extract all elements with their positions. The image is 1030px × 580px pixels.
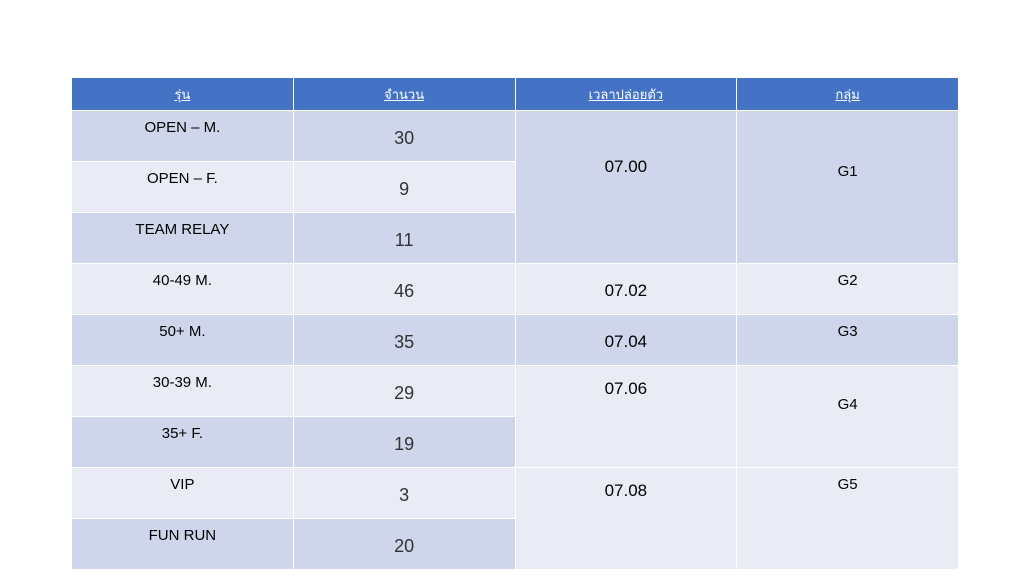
table-row: 50+ M. 35 07.04 G3 bbox=[71, 314, 959, 366]
group-cell: G5 bbox=[736, 467, 959, 570]
table-row: 40-49 M. 46 07.02 G2 bbox=[71, 263, 959, 315]
table-row: 30-39 M. 29 07.06 G4 bbox=[71, 365, 959, 468]
table-row: 35+ F. 19 bbox=[71, 416, 959, 468]
category-cell: 30-39 M. bbox=[71, 365, 294, 417]
start-schedule-table: รุ่น จำนวน เวลาปล่อยตัว กลุ่ม OPEN – M. … bbox=[71, 77, 959, 570]
category-cell: 35+ F. bbox=[71, 416, 294, 468]
category-cell: OPEN – F. bbox=[71, 161, 294, 213]
header-count: จำนวน bbox=[292, 77, 516, 111]
time-cell: 07.06 bbox=[514, 365, 738, 468]
table-row: TEAM RELAY 11 bbox=[71, 212, 959, 264]
category-cell: FUN RUN bbox=[71, 518, 294, 570]
time-cell: 07.02 bbox=[514, 263, 738, 315]
time-cell: 07.08 bbox=[514, 467, 738, 570]
count-cell: 30 bbox=[292, 110, 516, 162]
group-cell: G3 bbox=[736, 314, 959, 366]
time-cell: 07.04 bbox=[514, 314, 738, 366]
count-cell: 29 bbox=[292, 365, 516, 417]
count-cell: 9 bbox=[292, 161, 516, 213]
category-cell: 50+ M. bbox=[71, 314, 294, 366]
header-category: รุ่น bbox=[71, 77, 294, 111]
count-cell: 3 bbox=[292, 467, 516, 519]
table-row: OPEN – F. 9 bbox=[71, 161, 959, 213]
count-cell: 11 bbox=[292, 212, 516, 264]
table-row: VIP 3 07.08 G5 bbox=[71, 467, 959, 570]
header-start-time: เวลาปล่อยตัว bbox=[514, 77, 738, 111]
count-cell: 46 bbox=[292, 263, 516, 315]
table-row: FUN RUN 20 bbox=[71, 518, 959, 570]
count-cell: 20 bbox=[292, 518, 516, 570]
time-cell: 07.00 bbox=[514, 110, 738, 264]
group-cell: G1 bbox=[736, 110, 959, 264]
table-row: OPEN – M. 30 07.00 G1 bbox=[71, 110, 959, 264]
category-cell: 40-49 M. bbox=[71, 263, 294, 315]
group-cell: G4 bbox=[736, 365, 959, 468]
category-cell: OPEN – M. bbox=[71, 110, 294, 162]
header-group: กลุ่ม bbox=[736, 77, 959, 111]
count-cell: 35 bbox=[292, 314, 516, 366]
header-row: รุ่น จำนวน เวลาปล่อยตัว กลุ่ม bbox=[71, 77, 959, 111]
category-cell: TEAM RELAY bbox=[71, 212, 294, 264]
category-cell: VIP bbox=[71, 467, 294, 519]
group-cell: G2 bbox=[736, 263, 959, 315]
count-cell: 19 bbox=[292, 416, 516, 468]
